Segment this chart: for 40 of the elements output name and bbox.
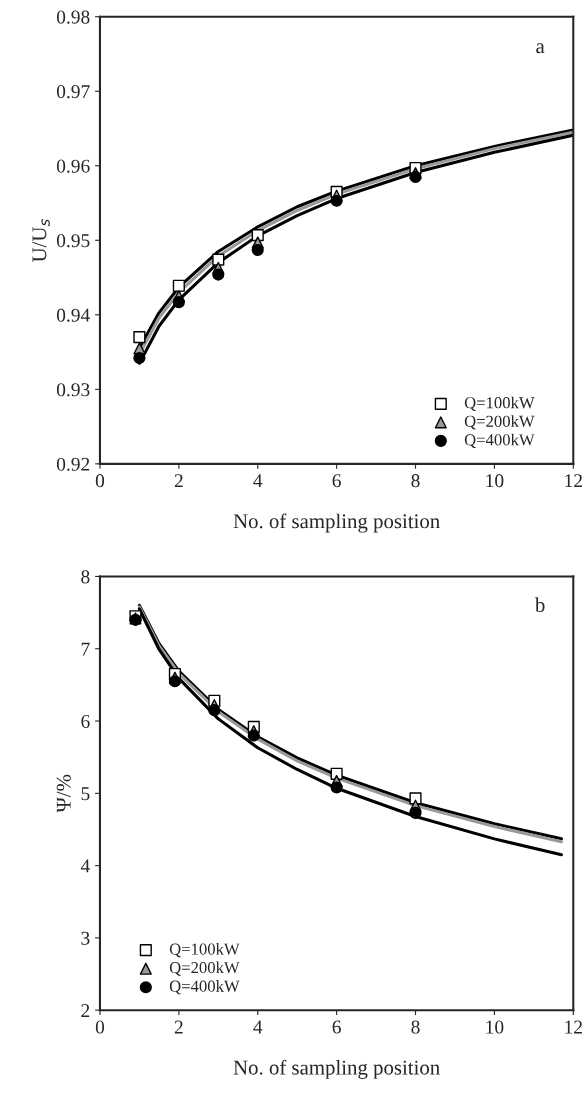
y-tick-label: 0.93 xyxy=(56,383,90,397)
annotation: b xyxy=(534,597,545,613)
y-tick-label: 0.94 xyxy=(56,308,90,322)
y-tick-label: 7 xyxy=(81,642,90,656)
y-tick-label: 0.97 xyxy=(56,85,90,99)
legend-label: Q=100kW xyxy=(169,942,240,958)
x-tick-label: 10 xyxy=(486,474,504,488)
x-tick-label: 2 xyxy=(174,474,183,488)
y-axis-title: U/U$_{s}$ xyxy=(32,219,50,263)
legend-label: Q=100kW xyxy=(464,396,535,411)
y-tick-label: 0.95 xyxy=(56,234,90,248)
x-tick-label: 12 xyxy=(565,1020,582,1034)
x-axis-title: No. of sampling position xyxy=(233,513,440,533)
y-tick-label: 5 xyxy=(81,787,90,801)
x-tick-label: 8 xyxy=(411,1020,420,1034)
x-tick-label: 4 xyxy=(253,474,263,488)
y-tick-label: 4 xyxy=(80,859,90,873)
x-tick-label: 0 xyxy=(95,1020,105,1034)
y-tick-label: 0.98 xyxy=(56,10,90,24)
legend-label: Q=400kW xyxy=(464,433,535,448)
x-axis-title: No. of sampling position xyxy=(233,1059,440,1079)
x-tick-label: 12 xyxy=(565,474,582,488)
y-tick-label: 6 xyxy=(81,714,90,728)
x-tick-label: 4 xyxy=(253,1020,263,1034)
y-tick-label: 0.92 xyxy=(56,457,90,471)
x-tick-label: 0 xyxy=(95,474,105,488)
x-tick-label: 6 xyxy=(332,474,341,488)
y-axis-title: Ψ/% xyxy=(56,774,71,813)
annotation: a xyxy=(536,43,545,54)
y-tick-label: 2 xyxy=(81,1004,90,1017)
legend-label: Q=400kW xyxy=(169,980,240,995)
legend-label: Q=200kW xyxy=(464,415,535,430)
y-tick-label: 0.96 xyxy=(56,159,90,173)
y-tick-label: 3 xyxy=(81,931,90,945)
x-tick-label: 8 xyxy=(411,474,420,488)
y-tick-label: 8 xyxy=(81,570,90,584)
legend-label: Q=200kW xyxy=(169,961,240,976)
x-tick-label: 10 xyxy=(486,1020,504,1034)
x-tick-label: 6 xyxy=(332,1020,341,1034)
x-tick-label: 2 xyxy=(174,1020,183,1034)
